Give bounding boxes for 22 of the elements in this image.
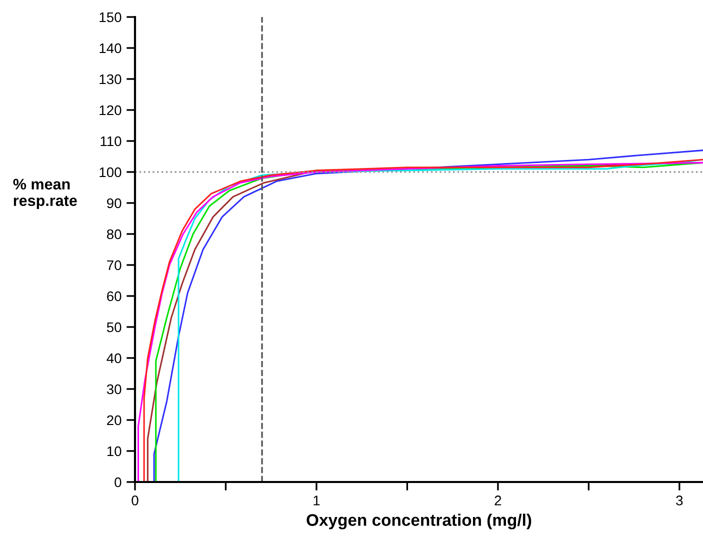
y-tick-label: 100: [100, 167, 122, 178]
y-tick-label: 120: [100, 105, 122, 116]
y-tick-label: 30: [106, 384, 122, 394]
y-tick-label: 60: [107, 291, 122, 302]
x-tick-label: 0: [132, 496, 138, 506]
x-axis-title: Oxygen concentration (mg/l): [306, 514, 532, 530]
y-tick-label: 80: [106, 229, 122, 240]
y-axis-title: % mean resp.rate: [13, 178, 77, 210]
y-tick-label: 130: [100, 74, 122, 84]
x-tick-label: 2: [494, 496, 502, 506]
y-tick-label: 140: [100, 43, 122, 54]
y-tick-label: 10: [107, 446, 122, 456]
x-tick-label: 1: [314, 496, 320, 506]
x-tick-label: 3: [676, 496, 683, 506]
y-tick-label: 110: [100, 136, 122, 146]
y-tick-label: 70: [107, 260, 122, 270]
y-tick-label: 20: [107, 415, 122, 426]
y-tick-label: 150: [100, 12, 122, 22]
y-tick-label: 0: [114, 477, 122, 488]
y-tick-label: 50: [106, 322, 122, 332]
y-tick-label: 90: [107, 198, 122, 208]
y-tick-label: 40: [106, 353, 122, 364]
